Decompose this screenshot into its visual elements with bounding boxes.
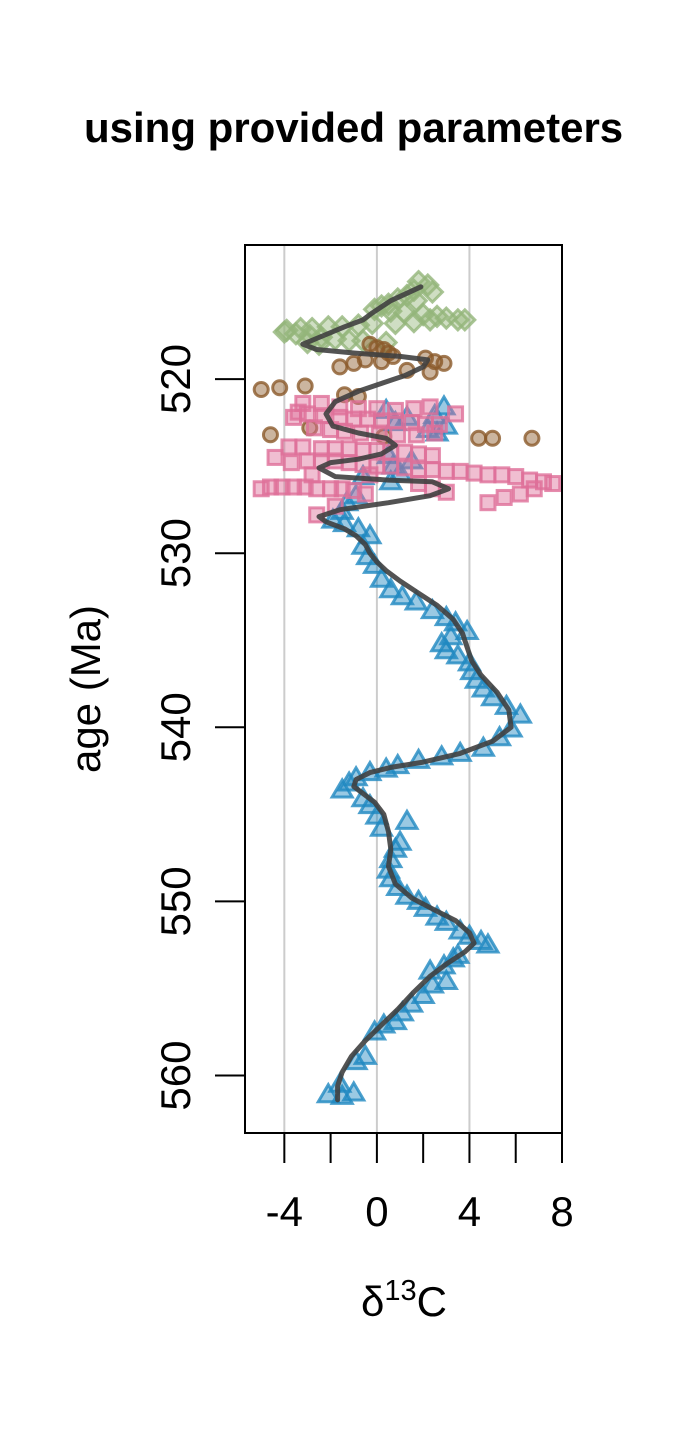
grid-lines [283, 245, 471, 1133]
series-group [252, 394, 562, 524]
data-point-square [451, 462, 469, 480]
data-point-square [312, 394, 330, 412]
data-point-square [507, 468, 525, 486]
data-point-square [303, 466, 321, 484]
x-tick-label: 0 [365, 1188, 388, 1235]
fit-line [300, 284, 514, 1103]
y-tick-label: 550 [152, 866, 199, 936]
y-tick-label: 560 [152, 1041, 199, 1111]
data-point-circle [435, 354, 453, 372]
data-point-square [389, 426, 407, 444]
data-point-square [495, 488, 513, 506]
x-tick-label: 4 [458, 1188, 481, 1235]
data-point-triangle [357, 522, 383, 545]
data-point-triangle [433, 968, 459, 991]
data-point-triangle [329, 777, 355, 799]
x-tick-label: -4 [266, 1188, 303, 1235]
data-point-square [405, 400, 423, 418]
data-point-triangle [382, 409, 409, 432]
data-point-square [479, 494, 497, 512]
x-axis: -4 0 4 8 [266, 1132, 574, 1235]
data-point-square [426, 424, 444, 442]
data-point-diamond [401, 309, 427, 334]
data-point-square [423, 461, 441, 479]
data-point-square [465, 464, 483, 482]
data-point-square [382, 457, 400, 475]
data-point-circle [421, 363, 439, 381]
chart-title: using provided parameters [84, 104, 623, 151]
data-point-square [280, 438, 298, 456]
x-axis-label-suffix: C [417, 1278, 447, 1325]
data-point-triangle [394, 808, 420, 830]
y-tick-label: 540 [152, 692, 199, 762]
data-point-square [437, 462, 455, 480]
data-point-diamond [383, 311, 408, 336]
data-point-square [326, 440, 344, 458]
data-point-circle [252, 381, 270, 399]
data-point-square [266, 448, 284, 466]
data-point-diamond [420, 279, 445, 305]
data-point-circle [484, 429, 502, 447]
data-point-circle [296, 377, 314, 395]
x-axis-label-prefix: δ [361, 1278, 384, 1325]
data-point-triangle [368, 566, 395, 588]
data-point-square [407, 426, 425, 444]
data-point-triangle [378, 576, 404, 599]
y-tick-label: 520 [152, 344, 199, 414]
data-point-square [282, 454, 300, 472]
data-point-circle [261, 426, 279, 444]
data-point-square [349, 400, 367, 418]
data-point-circle [331, 358, 349, 376]
data-point-circle [470, 429, 488, 447]
data-point-square [544, 475, 562, 493]
data-point-square [396, 459, 414, 477]
x-axis-label-superscript: 13 [384, 1275, 416, 1307]
data-point-square [356, 485, 374, 503]
fit-curve [300, 284, 514, 1103]
data-point-square [294, 438, 312, 456]
data-point-square [423, 447, 441, 465]
data-point-square [308, 480, 326, 498]
data-point-square [479, 466, 497, 484]
data-point-diamond [452, 307, 477, 332]
y-axis: 520 530 540 550 560 [152, 344, 246, 1111]
data-point-circle [271, 379, 289, 397]
y-tick-label: 530 [152, 518, 199, 588]
data-point-circle [523, 429, 541, 447]
data-point-square [294, 394, 312, 412]
data-point-square [340, 440, 358, 458]
data-point-square [252, 480, 270, 498]
data-point-diamond [417, 307, 443, 332]
data-point-square [511, 485, 529, 503]
data-point-square [493, 466, 511, 484]
data-point-square [410, 461, 428, 479]
data-point-triangle [352, 1043, 378, 1065]
data-point-square [298, 452, 316, 470]
data-point-triangle [315, 1081, 341, 1104]
data-points [252, 269, 562, 1105]
data-point-square [447, 405, 465, 423]
data-point-circle [345, 354, 363, 372]
data-point-diamond [445, 307, 470, 332]
data-point-square [525, 480, 543, 498]
data-point-square [386, 401, 404, 419]
data-point-square [396, 443, 414, 461]
data-point-square [421, 398, 439, 416]
data-point-triangle [475, 931, 501, 954]
data-point-triangle [410, 982, 436, 1004]
data-point-triangle [389, 583, 415, 606]
data-point-square [410, 445, 428, 463]
data-point-triangle [387, 829, 413, 851]
data-point-square [312, 440, 330, 458]
x-axis-label: δ13C [361, 1275, 447, 1325]
data-point-square [368, 400, 386, 418]
x-tick-label: 8 [550, 1188, 573, 1235]
data-point-square [305, 419, 323, 437]
y-axis-label: age (Ma) [62, 605, 109, 773]
